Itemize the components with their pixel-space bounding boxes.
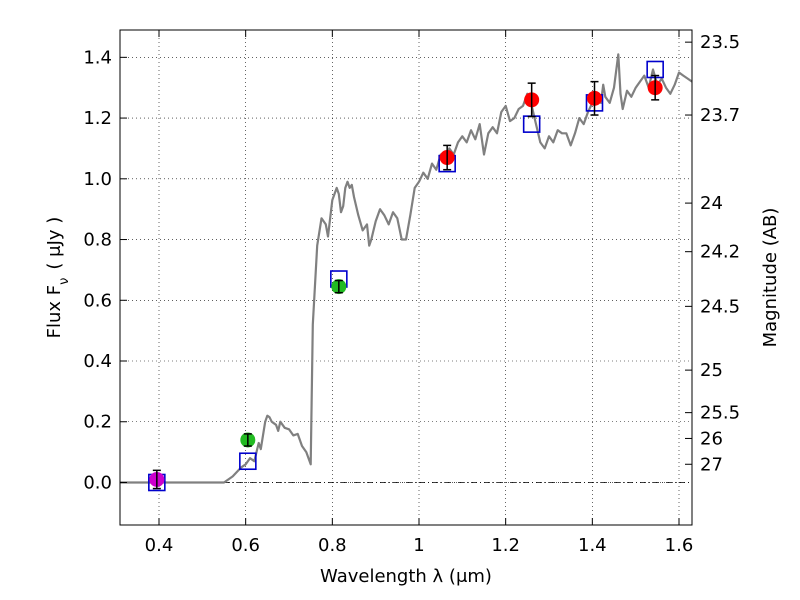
y-tick-label: 0.4 — [83, 351, 112, 372]
right-tick-label: 27 — [700, 454, 723, 475]
model-photometry-layer — [148, 60, 664, 492]
y-tick-label: 0.2 — [83, 412, 112, 433]
model-photometry-square — [239, 452, 257, 471]
right-tick-label: 24.5 — [700, 296, 740, 317]
plot-frame — [119, 29, 693, 526]
right-tick-label: 23.5 — [700, 32, 740, 53]
spectrum-layer — [120, 53, 693, 484]
observed-photometry-layer — [149, 74, 663, 490]
x-axis-label: Wavelength λ (μm) — [320, 566, 492, 587]
y-tick-label: 0.0 — [83, 472, 112, 493]
right-tick-label: 25.5 — [700, 403, 740, 424]
x-tick-label: 0.6 — [231, 535, 260, 556]
y-tick-label: 1.4 — [83, 47, 112, 68]
y-tick-label: 0.6 — [83, 290, 112, 311]
right-tick-label: 24.2 — [700, 242, 740, 263]
y-axis-label: Flux Fν ( μJy ) — [44, 217, 72, 339]
y-tick-label: 1.2 — [83, 108, 112, 129]
svg-text:Flux Fν( μJy ): Flux Fν ( μJy ) — [44, 217, 72, 339]
x-tick-label: 0.4 — [145, 535, 174, 556]
axis-ticks: 0.4 0.6 0.8 1 1.2 1.4 1.6 0.0 0.2 0.4 0.6 0.8 1.0 1.2… — [83, 30, 740, 556]
x-tick-label: 1 — [413, 535, 424, 556]
x-tick-label: 0.8 — [318, 535, 347, 556]
right-tick-label: 25 — [700, 360, 723, 381]
x-tick-label: 1.4 — [578, 535, 607, 556]
x-tick-label: 1.6 — [665, 535, 694, 556]
y-tick-label: 1.0 — [83, 169, 112, 190]
y-tick-label: 0.8 — [83, 230, 112, 251]
right-tick-label: 24 — [700, 193, 723, 214]
right-axis-label: Magnitude (AB) — [760, 208, 781, 348]
right-tick-label: 23.7 — [700, 105, 740, 126]
y-axis-label-main: Flux F — [44, 285, 65, 339]
spectrum-line — [120, 53, 693, 484]
right-tick-label: 26 — [700, 428, 723, 449]
grid-lines — [120, 30, 692, 525]
y-axis-label-unit: ( μJy ) — [44, 217, 65, 270]
x-tick-label: 1.2 — [491, 535, 520, 556]
y-axis-label-sub: ν — [57, 278, 72, 285]
